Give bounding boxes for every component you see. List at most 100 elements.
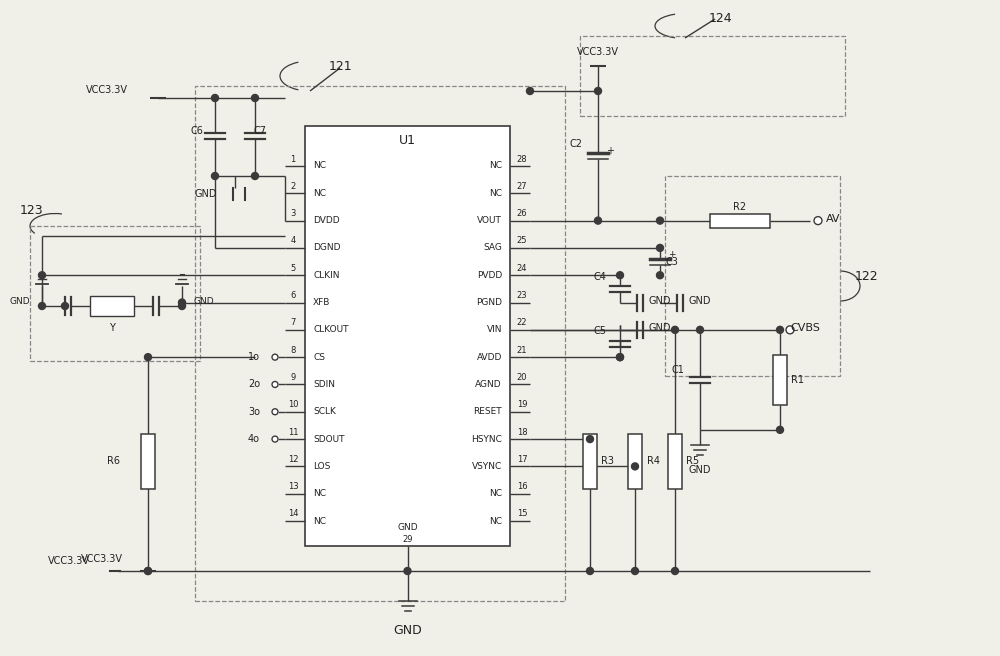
Circle shape [776, 326, 784, 333]
Text: VCC3.3V: VCC3.3V [48, 556, 90, 566]
Text: 20: 20 [517, 373, 527, 382]
Text: CLKIN: CLKIN [313, 271, 340, 279]
Text: NC: NC [489, 189, 502, 198]
Text: CS: CS [313, 353, 325, 361]
Circle shape [252, 173, 258, 180]
Text: 2o: 2o [248, 379, 260, 390]
Circle shape [586, 436, 594, 443]
Text: AV: AV [826, 214, 840, 224]
Text: VOUT: VOUT [477, 216, 502, 225]
Text: GND: GND [393, 625, 422, 638]
Circle shape [38, 302, 46, 310]
Circle shape [656, 272, 664, 279]
Text: CLKOUT: CLKOUT [313, 325, 349, 335]
Text: 27: 27 [517, 182, 527, 191]
Text: C4: C4 [594, 272, 606, 282]
Text: 7: 7 [290, 318, 296, 327]
Text: 5: 5 [290, 264, 296, 273]
Text: NC: NC [313, 161, 326, 171]
Text: 10: 10 [288, 400, 298, 409]
Text: 2: 2 [290, 182, 296, 191]
Text: GND: GND [649, 296, 671, 306]
Circle shape [252, 94, 258, 102]
Text: NC: NC [313, 516, 326, 525]
Circle shape [656, 217, 664, 224]
Circle shape [178, 302, 186, 310]
Bar [195, 86, 565, 601]
Text: XFB: XFB [313, 298, 330, 307]
Text: GND: GND [194, 297, 215, 306]
Text: SCLK: SCLK [313, 407, 336, 417]
Text: Y: Y [109, 323, 115, 333]
Bar [668, 434, 682, 489]
Bar [90, 296, 134, 316]
Text: 121: 121 [328, 60, 352, 73]
Text: R6: R6 [107, 456, 120, 466]
Text: 9: 9 [290, 373, 296, 382]
Text: R1: R1 [792, 375, 804, 385]
Text: +: + [668, 250, 676, 259]
Text: 16: 16 [517, 482, 527, 491]
Circle shape [632, 567, 639, 575]
Text: C7: C7 [254, 126, 266, 136]
Text: C1: C1 [672, 365, 684, 375]
Text: R3: R3 [602, 456, 614, 466]
Text: NC: NC [313, 189, 326, 198]
Circle shape [594, 87, 602, 94]
Text: 6: 6 [290, 291, 296, 300]
Text: RESET: RESET [473, 407, 502, 417]
Bar [30, 226, 200, 361]
Text: DVDD: DVDD [313, 216, 340, 225]
Text: GND: GND [649, 323, 671, 333]
Circle shape [212, 94, 218, 102]
Text: AGND: AGND [475, 380, 502, 389]
Bar [580, 36, 845, 116]
Bar [141, 434, 155, 489]
Bar [628, 434, 642, 489]
Circle shape [616, 354, 624, 361]
Text: PVDD: PVDD [477, 271, 502, 279]
Text: 12: 12 [288, 455, 298, 464]
Text: C6: C6 [191, 126, 203, 136]
Text: PGND: PGND [476, 298, 502, 307]
Text: C2: C2 [570, 139, 582, 149]
Circle shape [178, 299, 186, 306]
Text: 4: 4 [290, 236, 296, 245]
Text: GND: GND [689, 296, 711, 306]
Circle shape [144, 567, 152, 575]
Circle shape [272, 381, 278, 388]
Text: 123: 123 [20, 205, 44, 218]
Circle shape [144, 354, 152, 361]
Text: 17: 17 [517, 455, 527, 464]
Text: NC: NC [489, 489, 502, 498]
Circle shape [62, 302, 68, 310]
Text: 22: 22 [517, 318, 527, 327]
Circle shape [586, 567, 594, 575]
Circle shape [672, 567, 678, 575]
Text: 14: 14 [288, 510, 298, 518]
Text: GND: GND [397, 523, 418, 533]
Text: DGND: DGND [313, 243, 340, 253]
Text: 19: 19 [517, 400, 527, 409]
Text: VSYNC: VSYNC [472, 462, 502, 471]
Circle shape [38, 272, 46, 279]
Circle shape [212, 173, 218, 180]
Text: NC: NC [489, 516, 502, 525]
Text: 4o: 4o [248, 434, 260, 444]
Text: GND: GND [194, 189, 217, 199]
Text: 25: 25 [517, 236, 527, 245]
Circle shape [272, 409, 278, 415]
Bar [583, 434, 597, 489]
Text: 13: 13 [288, 482, 298, 491]
Text: 29: 29 [402, 535, 413, 544]
Circle shape [672, 326, 678, 333]
Text: VCC3.3V: VCC3.3V [86, 85, 128, 95]
Circle shape [594, 217, 602, 224]
Text: C5: C5 [594, 327, 606, 337]
Text: 21: 21 [517, 346, 527, 355]
Text: GND: GND [689, 465, 711, 475]
Circle shape [272, 436, 278, 442]
Text: GND: GND [9, 297, 30, 306]
Text: 18: 18 [517, 428, 527, 437]
Text: 15: 15 [517, 510, 527, 518]
